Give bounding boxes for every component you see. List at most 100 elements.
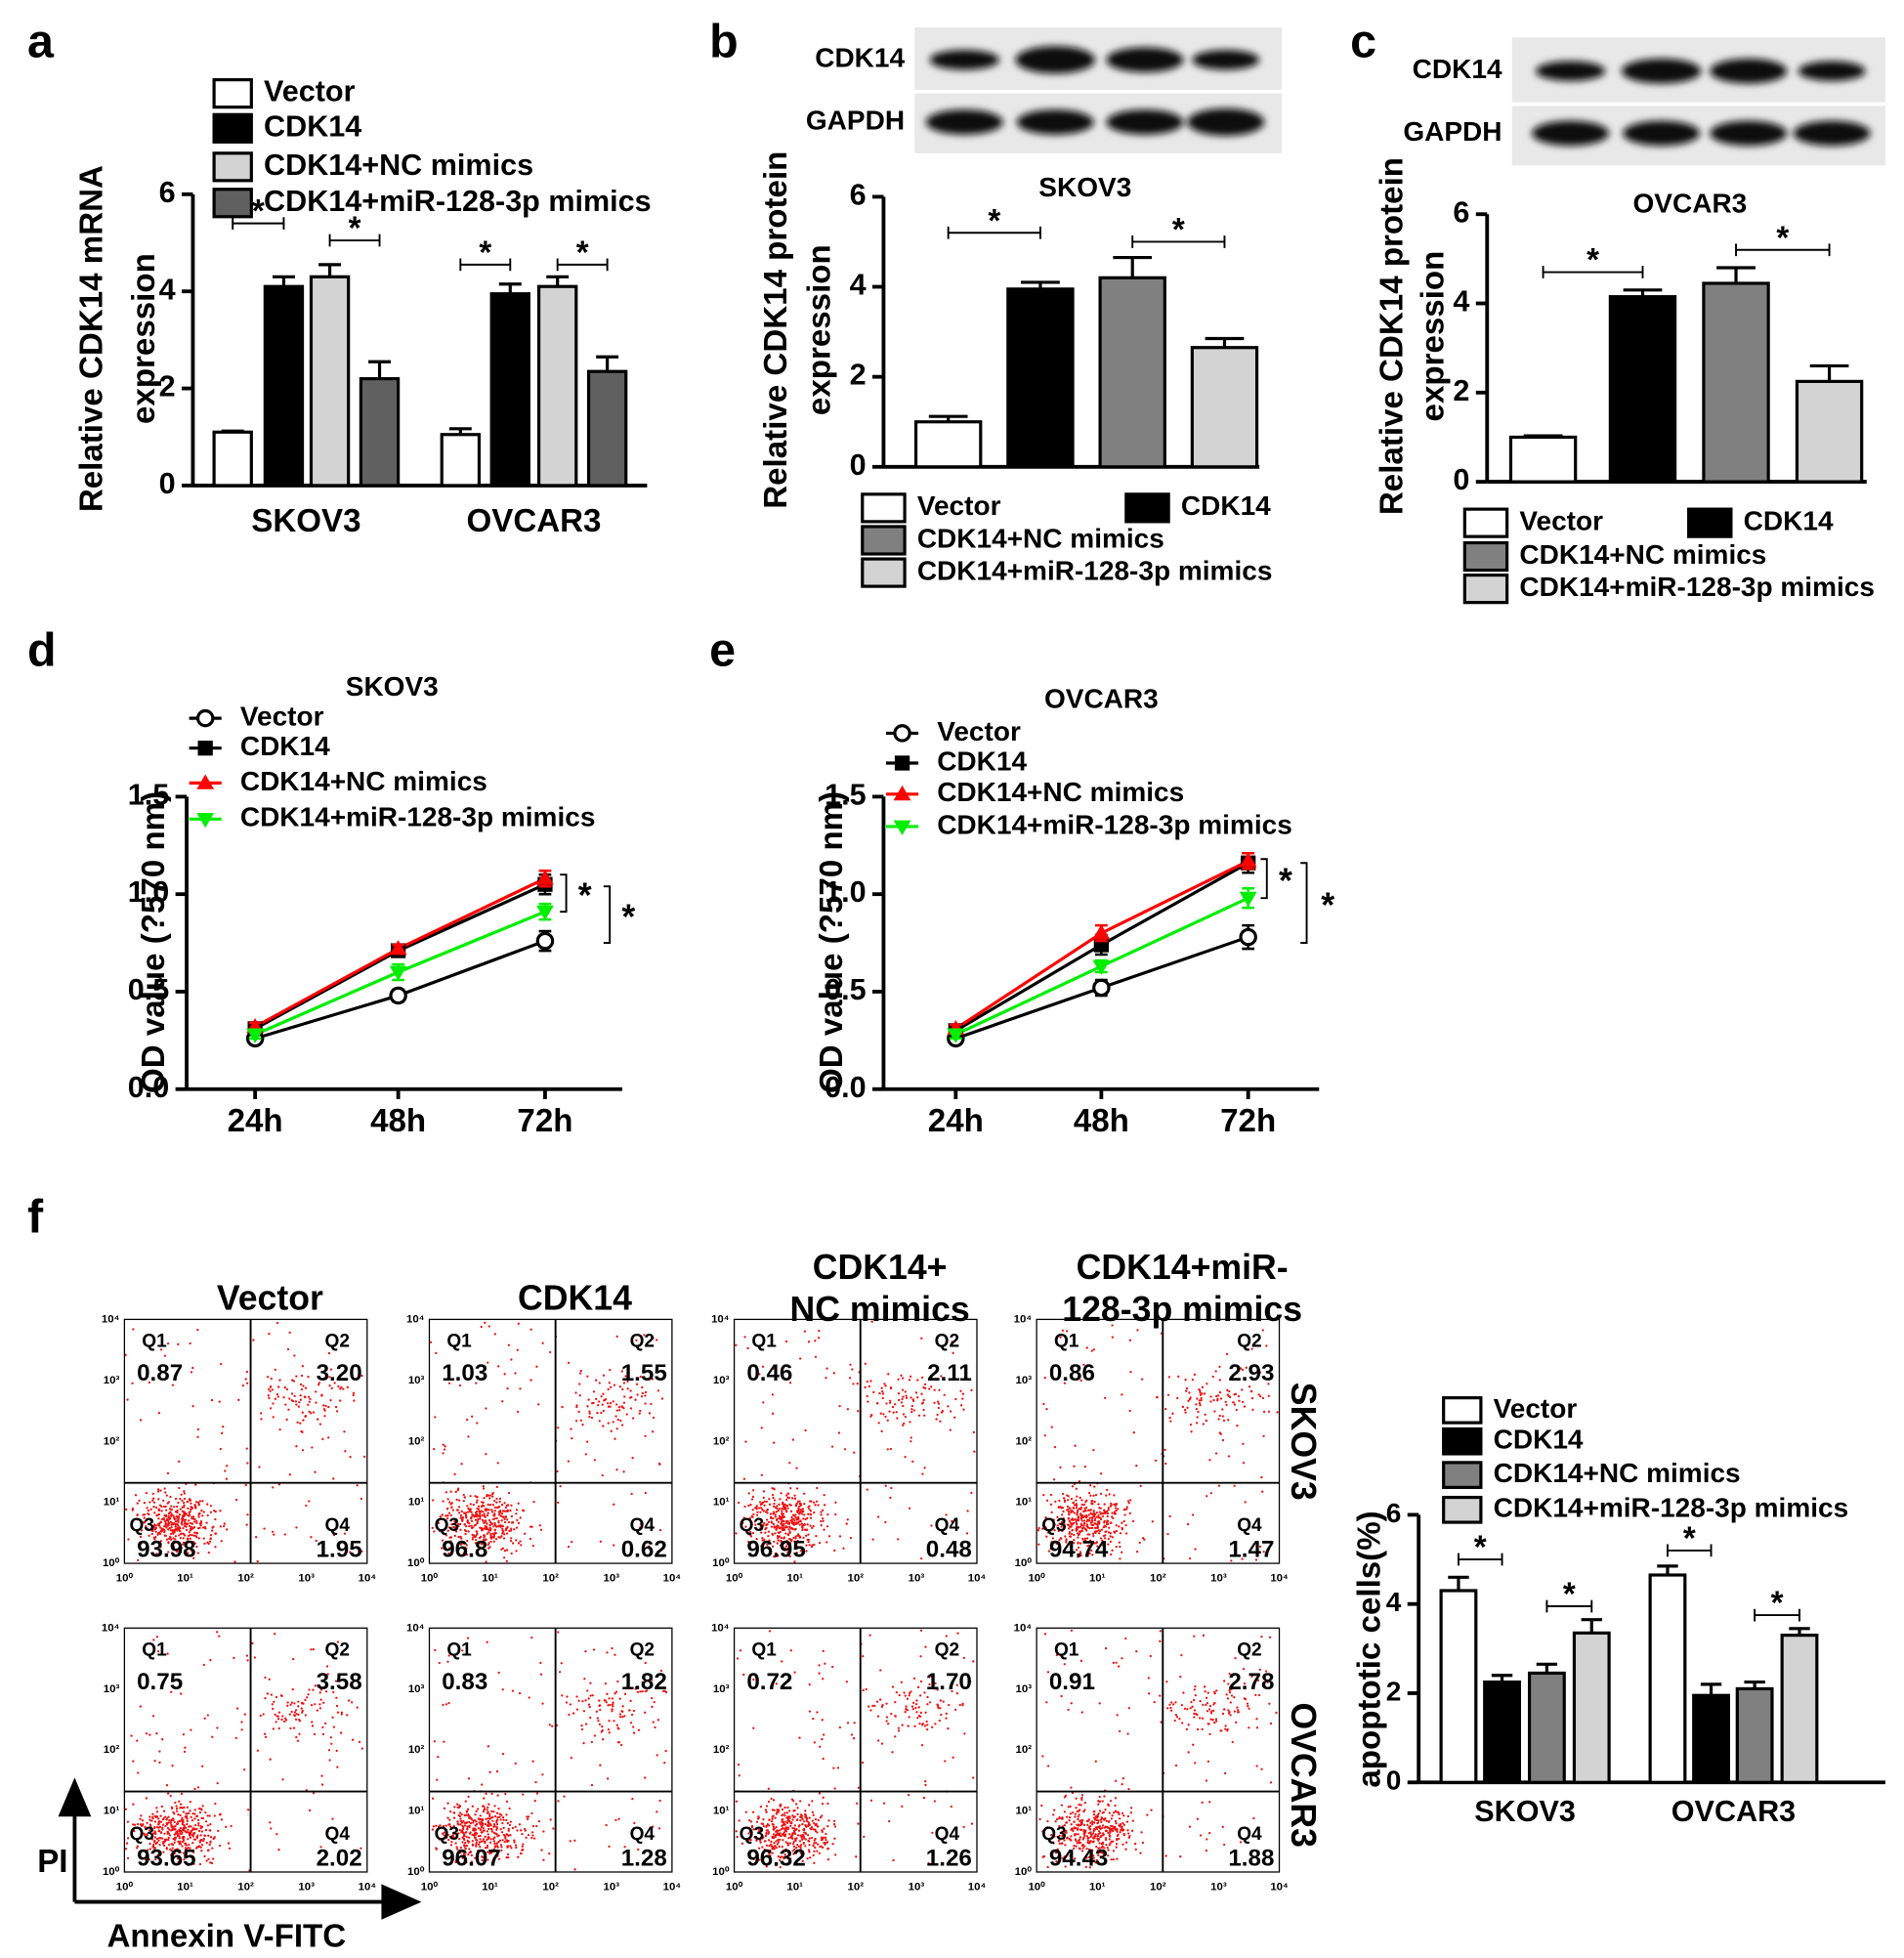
event-dot (502, 1818, 505, 1821)
event-dot (853, 1722, 856, 1724)
event-dot (768, 1630, 772, 1633)
event-dot (607, 1727, 611, 1731)
event-dot (1093, 1512, 1097, 1516)
event-dot (184, 1815, 187, 1818)
event-dot (621, 1715, 624, 1719)
event-dot (1079, 1542, 1082, 1545)
event-dot (744, 1525, 747, 1528)
event-dot (467, 1777, 471, 1780)
event-dot (518, 1691, 522, 1695)
event-dot (486, 1640, 488, 1643)
event-dot (816, 1711, 819, 1714)
event-dot (1100, 1816, 1103, 1819)
event-dot (559, 1484, 562, 1488)
event-dot (171, 1843, 175, 1847)
event-dot (435, 1830, 438, 1833)
marker (389, 986, 407, 1005)
flow-axes (58, 1777, 422, 1920)
event-dot (1239, 1841, 1243, 1844)
event-dot (656, 1719, 660, 1722)
event-dot (804, 1528, 808, 1531)
event-dot (1117, 1508, 1120, 1511)
event-dot (938, 1388, 941, 1391)
event-dot (445, 1517, 449, 1520)
event-dot (146, 1821, 148, 1824)
event-dot (304, 1414, 308, 1418)
event-dot (910, 1411, 913, 1414)
event-dot (737, 1764, 740, 1766)
event-dot (199, 1520, 203, 1523)
event-dot (1066, 1523, 1070, 1526)
event-dot (1188, 1556, 1192, 1560)
event-dot (1114, 1512, 1118, 1515)
event-dot (463, 1834, 466, 1837)
event-dot (481, 1824, 485, 1827)
event-dot (749, 1503, 752, 1507)
event-dot (195, 1532, 199, 1535)
event-dot (492, 1837, 495, 1841)
event-dot (1084, 1865, 1087, 1869)
event-dot (285, 1387, 289, 1391)
axis-tick-label: 10² (713, 1435, 730, 1447)
event-dot (781, 1510, 783, 1512)
event-dot (636, 1690, 640, 1693)
event-dot (1099, 1818, 1102, 1821)
event-dot (557, 1501, 560, 1505)
event-dot (962, 1656, 966, 1660)
event-dot (1126, 1500, 1130, 1503)
event-dot (608, 1731, 611, 1734)
y-tick-label: 1.0 (825, 875, 867, 909)
event-dot (132, 1760, 135, 1763)
event-dot (1050, 1834, 1053, 1837)
event-dot (522, 1793, 525, 1796)
event-dot (1107, 1543, 1110, 1546)
event-dot (174, 1520, 178, 1523)
event-dot (308, 1688, 311, 1691)
event-dot (1096, 1522, 1099, 1526)
event-dot (1065, 1821, 1069, 1824)
event-dot (961, 1392, 964, 1395)
event-dot (807, 1533, 810, 1536)
event-dot (856, 1382, 859, 1385)
event-dot (360, 1497, 362, 1501)
event-dot (1070, 1854, 1073, 1857)
event-dot (153, 1830, 156, 1833)
event-dot (273, 1700, 275, 1703)
event-dot (1087, 1819, 1090, 1822)
event-dot (190, 1522, 194, 1525)
event-dot (912, 1409, 915, 1412)
event-dot (484, 1527, 487, 1530)
event-dot (768, 1818, 771, 1822)
event-dot (182, 1527, 185, 1530)
event-dot (914, 1706, 917, 1710)
event-dot (924, 1711, 927, 1714)
event-dot (1119, 1532, 1122, 1535)
event-dot (1058, 1838, 1061, 1841)
event-dot (822, 1757, 825, 1761)
event-dot (503, 1502, 506, 1505)
event-dot (259, 1714, 262, 1718)
event-dot (502, 1537, 506, 1540)
event-dot (1056, 1515, 1059, 1518)
event-dot (1104, 1836, 1108, 1840)
legend-label: CDK14 (1181, 490, 1271, 521)
event-dot (788, 1525, 791, 1528)
event-dot (768, 1539, 771, 1542)
legend-label: CDK14+NC mimics (1519, 539, 1766, 570)
event-dot (759, 1507, 763, 1510)
event-dot (478, 1818, 481, 1821)
event-dot (813, 1842, 816, 1845)
bar (1702, 281, 1770, 484)
event-dot (1205, 1419, 1208, 1423)
event-dot (863, 1835, 866, 1839)
event-dot (1097, 1830, 1101, 1833)
event-dot (767, 1839, 771, 1842)
event-dot (1037, 1526, 1040, 1530)
event-dot (1101, 1544, 1105, 1547)
event-dot (336, 1640, 340, 1643)
event-dot (573, 1868, 576, 1871)
significance-bracket (328, 234, 381, 247)
event-dot (792, 1852, 795, 1855)
event-dot (493, 1500, 496, 1503)
event-dot (495, 1769, 499, 1773)
